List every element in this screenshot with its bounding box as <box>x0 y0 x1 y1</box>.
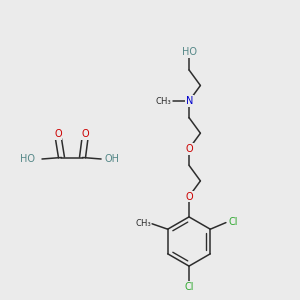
Text: O: O <box>82 129 89 139</box>
Text: O: O <box>54 129 62 139</box>
Text: N: N <box>186 96 193 106</box>
Text: CH₃: CH₃ <box>155 97 171 106</box>
Text: O: O <box>185 144 193 154</box>
Text: HO: HO <box>20 154 35 164</box>
Text: Cl: Cl <box>184 281 194 292</box>
Text: O: O <box>185 191 193 202</box>
Text: HO: HO <box>182 47 197 58</box>
Text: CH₃: CH₃ <box>135 219 151 228</box>
Text: Cl: Cl <box>228 217 238 227</box>
Text: OH: OH <box>105 154 120 164</box>
